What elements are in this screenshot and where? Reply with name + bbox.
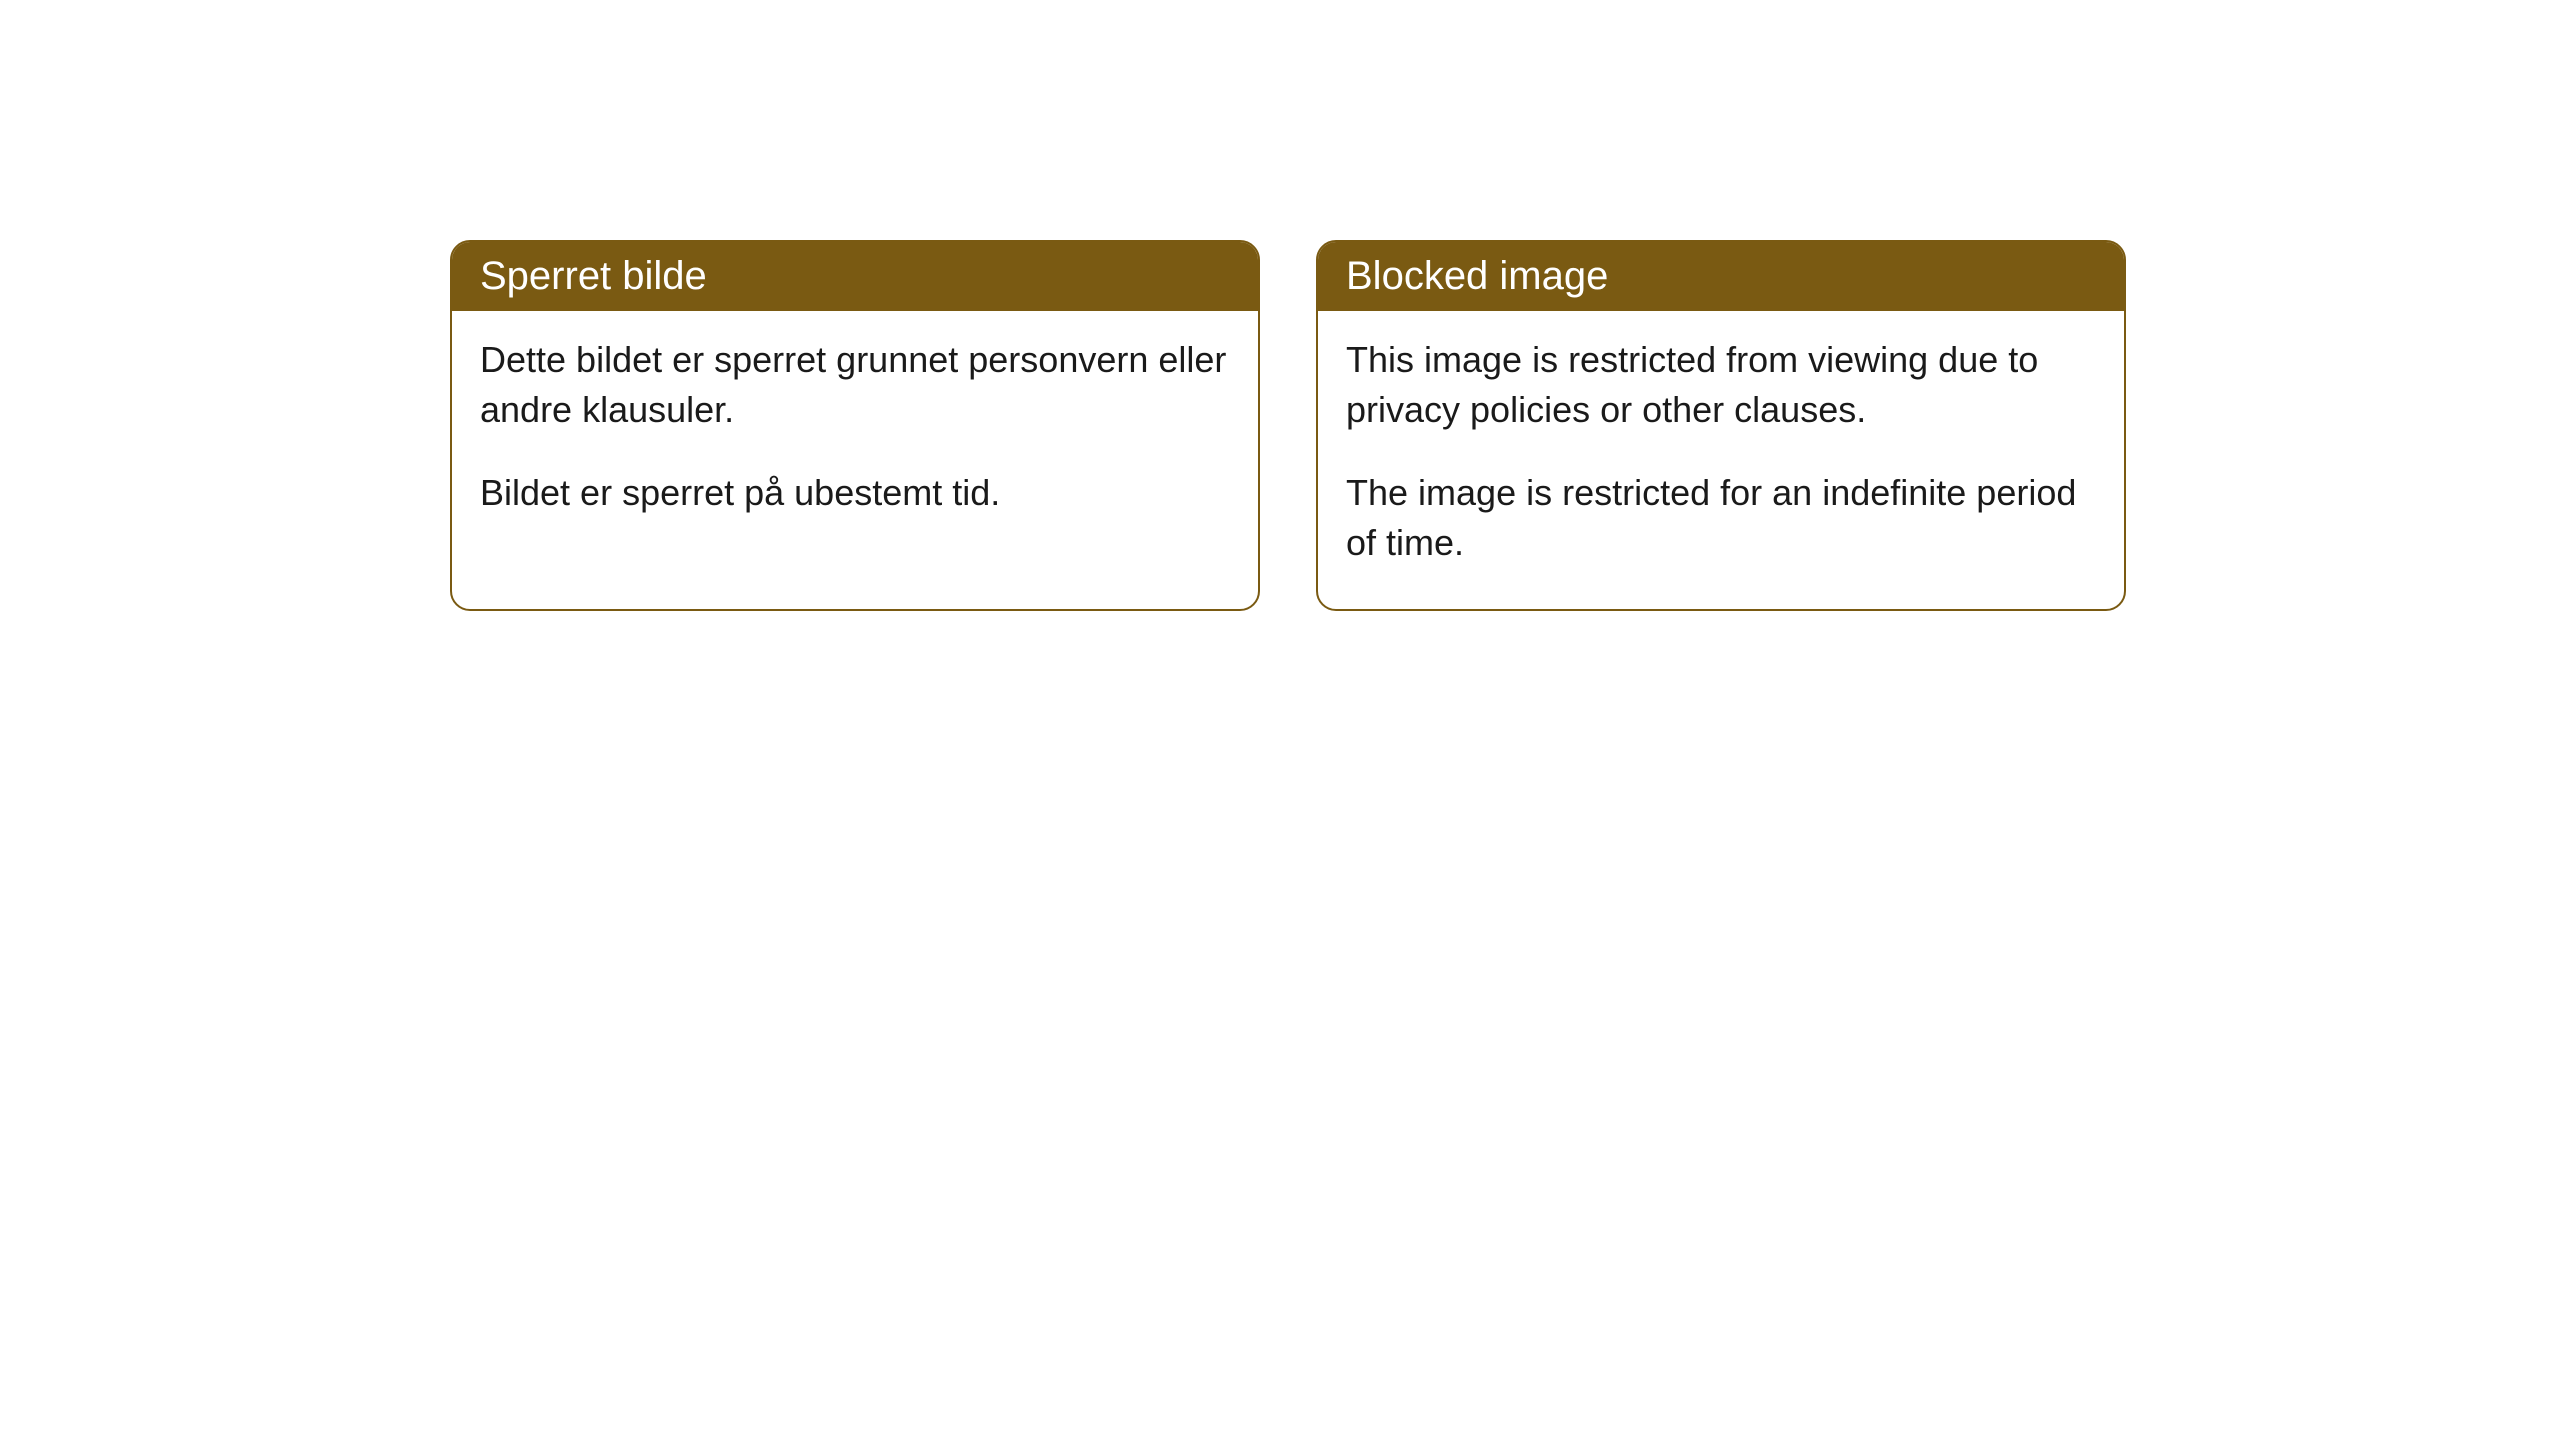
blocked-image-card-english: Blocked image This image is restricted f…: [1316, 240, 2126, 611]
cards-container: Sperret bilde Dette bildet er sperret gr…: [450, 240, 2126, 611]
card-title: Sperret bilde: [480, 254, 707, 298]
card-header: Blocked image: [1318, 242, 2124, 311]
card-body: This image is restricted from viewing du…: [1318, 311, 2124, 609]
card-paragraph: Bildet er sperret på ubestemt tid.: [480, 468, 1230, 518]
card-paragraph: This image is restricted from viewing du…: [1346, 335, 2096, 436]
card-title: Blocked image: [1346, 254, 1608, 298]
card-header: Sperret bilde: [452, 242, 1258, 311]
card-paragraph: Dette bildet er sperret grunnet personve…: [480, 335, 1230, 436]
card-paragraph: The image is restricted for an indefinit…: [1346, 468, 2096, 569]
blocked-image-card-norwegian: Sperret bilde Dette bildet er sperret gr…: [450, 240, 1260, 611]
card-body: Dette bildet er sperret grunnet personve…: [452, 311, 1258, 558]
